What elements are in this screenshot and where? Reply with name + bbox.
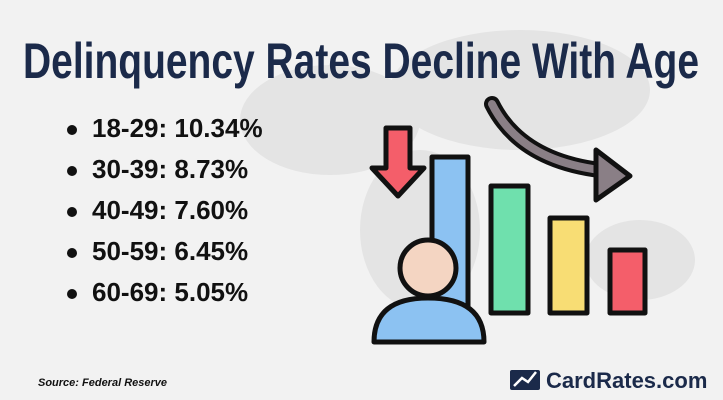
bullet — [67, 289, 77, 299]
list-item: 30-39: 8.73% — [92, 154, 248, 184]
illustration — [369, 96, 648, 345]
list-item: 18-29: 10.34% — [92, 113, 263, 143]
bullet — [67, 248, 77, 258]
list-item: 50-59: 6.45% — [92, 236, 248, 266]
bullet — [67, 207, 77, 217]
map-decoration — [240, 30, 695, 310]
bullet-list: 18-29: 10.34% 30-39: 8.73% 40-49: 7.60% 50-… — [67, 113, 263, 307]
bullet — [67, 166, 77, 176]
brand-logo — [510, 370, 540, 390]
list-item: 40-49: 7.60% — [92, 195, 248, 225]
bullet — [67, 125, 77, 135]
source: Source: Federal Reserve — [38, 377, 167, 389]
title: Delinquency Rates Decline With Age — [23, 33, 699, 89]
list-item: 60-69: 5.05% — [92, 277, 248, 307]
brand: CardRates.com — [546, 368, 707, 393]
